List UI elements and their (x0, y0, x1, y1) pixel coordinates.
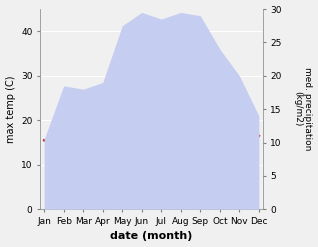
Y-axis label: med. precipitation
(kg/m2): med. precipitation (kg/m2) (293, 67, 313, 151)
X-axis label: date (month): date (month) (110, 231, 193, 242)
Y-axis label: max temp (C): max temp (C) (5, 75, 16, 143)
